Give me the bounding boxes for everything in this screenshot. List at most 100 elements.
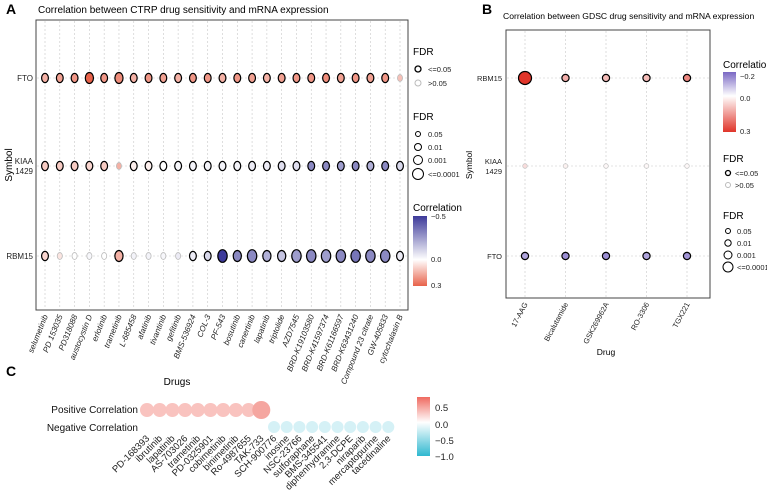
colorbar-tick: −1.0	[435, 452, 454, 463]
x-tick-label: RO-3306	[629, 301, 651, 332]
data-point	[252, 401, 271, 419]
y-tick-label: FTO	[17, 74, 33, 83]
panel-a-legend-fdr-outline: FDR <=0.05 >0.05	[413, 47, 451, 88]
data-point	[114, 249, 124, 263]
data-point	[262, 249, 272, 263]
data-point	[335, 249, 347, 263]
data-point	[336, 160, 345, 172]
x-tick-label: GSK269962A	[581, 301, 610, 346]
y-tick-label-line: FTO	[487, 252, 502, 261]
data-point	[116, 162, 122, 170]
y-tick-label: FTO	[487, 252, 502, 261]
data-point	[55, 160, 64, 172]
colorbar-tick: −0.2	[740, 72, 755, 81]
legend-title: FDR	[723, 211, 744, 222]
legend-item: 0.05	[428, 130, 443, 139]
data-point	[40, 250, 49, 262]
legend-outline-weak	[725, 182, 731, 188]
data-point	[174, 160, 183, 172]
data-point	[40, 72, 49, 84]
data-point	[382, 421, 395, 433]
y-tick-label-line: FTO	[17, 74, 33, 83]
data-point	[129, 160, 138, 172]
legend-title: Correlation	[723, 60, 767, 71]
panel-a: A Correlation between CTRP drug sensitiv…	[4, 1, 462, 386]
data-point	[682, 73, 692, 83]
data-point	[165, 403, 180, 417]
data-point	[381, 72, 390, 84]
panel-a-points	[40, 71, 405, 263]
legend-item: 0.01	[737, 239, 752, 248]
panel-c: C Drugs Positive Correlation Negative Co…	[6, 363, 454, 493]
panel-b-plot-frame	[505, 29, 711, 299]
panel-c-points	[140, 401, 395, 433]
data-point	[603, 163, 609, 169]
data-point	[291, 249, 302, 263]
panel-a-y-ticks: FTO KIAA 1429 RBM15	[6, 74, 33, 261]
data-point	[601, 73, 611, 83]
data-point	[203, 250, 212, 262]
panel-b-y-ticks: RBM15 KIAA 1429 FTO	[477, 74, 502, 261]
panel-b-legend-correlation: Correlation −0.2 0.0 0.3	[723, 60, 767, 136]
data-point	[100, 72, 109, 84]
data-point	[307, 160, 316, 172]
data-point	[159, 72, 168, 84]
data-point	[246, 249, 258, 263]
data-point	[101, 252, 108, 260]
data-point	[203, 72, 212, 84]
colorbar-tick: 0.3	[431, 281, 441, 290]
data-point	[130, 252, 137, 260]
data-point	[322, 160, 331, 172]
data-point	[292, 72, 301, 84]
data-point	[682, 251, 692, 261]
data-point	[365, 249, 376, 263]
legend-size-3	[722, 261, 734, 273]
data-point	[84, 71, 95, 85]
data-point	[369, 421, 382, 433]
data-point	[351, 72, 360, 84]
panel-c-title: Drugs	[164, 377, 191, 388]
legend-item: 0.001	[428, 156, 447, 165]
legend-item: 0.05	[737, 227, 752, 236]
data-point	[86, 252, 93, 260]
data-point	[520, 251, 530, 261]
data-point	[350, 249, 361, 263]
data-point	[292, 160, 301, 172]
data-point	[643, 163, 650, 169]
data-point	[114, 71, 124, 85]
data-point	[562, 163, 569, 169]
colorbar-tick: −0.5	[435, 436, 454, 447]
data-point	[642, 73, 651, 83]
x-tick-label: Bicalutamide	[542, 301, 570, 343]
x-tick-label: 17-AAG	[509, 301, 530, 329]
data-point	[175, 252, 182, 260]
y-tick-label: KIAA 1429	[485, 157, 502, 176]
data-point	[277, 160, 286, 172]
panel-b-letter: B	[482, 1, 492, 17]
data-point	[70, 160, 79, 172]
colorbar-tick: 0.0	[435, 420, 448, 431]
data-point	[561, 251, 570, 261]
y-tick-label-line: RBM15	[6, 252, 33, 261]
colorbar-tick: 0.3	[740, 127, 750, 136]
legend-title: FDR	[413, 47, 434, 58]
panel-a-y-axis-label: Symbol	[4, 148, 15, 181]
legend-item: <=0.0001	[737, 263, 767, 272]
legend-title: FDR	[723, 154, 744, 165]
data-point	[262, 72, 271, 84]
data-point	[262, 160, 271, 172]
data-point	[228, 403, 243, 417]
y-tick-label-line: KIAA	[485, 157, 502, 166]
panel-a-legend-correlation: Correlation −0.5 0.0 0.3	[413, 203, 462, 290]
y-tick-label: RBM15	[6, 252, 33, 261]
data-point	[381, 160, 390, 172]
panel-b-x-axis-label: Drug	[597, 347, 616, 357]
data-point	[396, 250, 405, 262]
colorbar-tick: 0.0	[740, 94, 750, 103]
data-point	[188, 160, 197, 172]
data-point	[56, 252, 63, 260]
data-point	[306, 421, 319, 433]
data-point	[217, 249, 228, 263]
data-point	[218, 72, 227, 84]
